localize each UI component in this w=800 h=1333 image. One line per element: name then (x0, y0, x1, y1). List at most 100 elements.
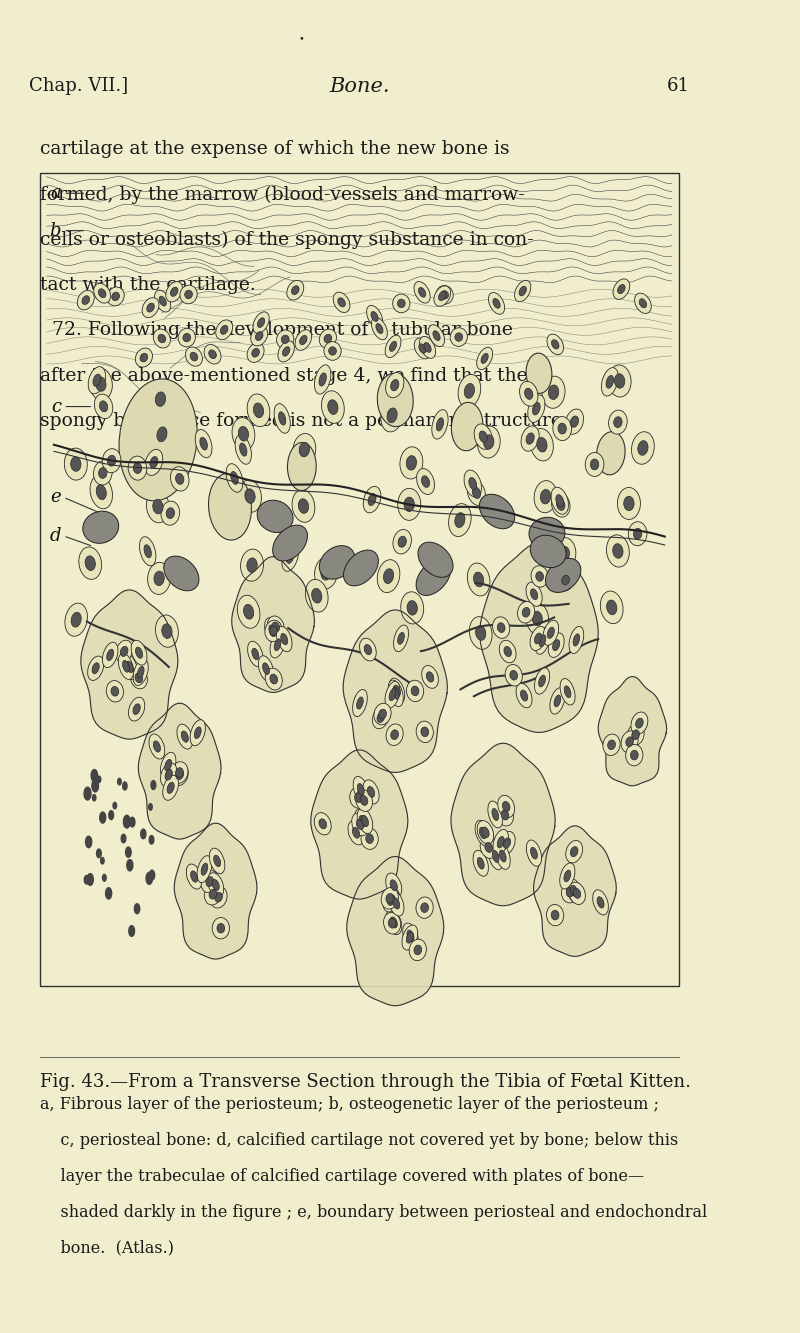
Ellipse shape (265, 620, 282, 641)
Ellipse shape (353, 689, 367, 717)
Ellipse shape (538, 674, 546, 686)
Ellipse shape (566, 409, 583, 435)
Circle shape (123, 816, 130, 828)
Ellipse shape (92, 663, 99, 673)
Ellipse shape (436, 417, 444, 431)
Text: 72. Following the development of a tubular bone: 72. Following the development of a tubul… (39, 321, 513, 340)
Ellipse shape (488, 844, 503, 869)
Ellipse shape (472, 487, 481, 499)
Ellipse shape (250, 327, 268, 345)
Ellipse shape (278, 341, 294, 363)
Ellipse shape (618, 284, 625, 293)
Ellipse shape (519, 381, 538, 407)
Circle shape (150, 836, 154, 844)
Ellipse shape (639, 299, 646, 308)
Ellipse shape (289, 537, 298, 548)
Ellipse shape (394, 625, 409, 652)
Ellipse shape (362, 816, 369, 826)
Ellipse shape (464, 384, 474, 399)
Ellipse shape (378, 709, 386, 718)
Ellipse shape (214, 892, 222, 902)
Ellipse shape (558, 423, 566, 435)
Ellipse shape (381, 888, 398, 909)
Ellipse shape (608, 365, 631, 397)
Ellipse shape (390, 917, 398, 928)
Ellipse shape (626, 737, 634, 746)
Ellipse shape (383, 569, 394, 584)
Ellipse shape (170, 467, 189, 491)
Ellipse shape (361, 828, 378, 849)
Ellipse shape (252, 648, 259, 660)
Ellipse shape (551, 493, 570, 517)
Ellipse shape (536, 572, 543, 581)
Ellipse shape (495, 842, 510, 869)
Ellipse shape (504, 647, 511, 657)
Ellipse shape (489, 292, 505, 315)
Text: formed, by the marrow (blood-vessels and marrow-: formed, by the marrow (blood-vessels and… (39, 185, 524, 204)
Ellipse shape (535, 628, 550, 655)
Ellipse shape (374, 704, 391, 725)
Ellipse shape (551, 487, 569, 515)
Ellipse shape (528, 395, 545, 423)
Ellipse shape (429, 325, 445, 347)
Ellipse shape (519, 287, 526, 296)
Ellipse shape (539, 635, 546, 647)
Ellipse shape (433, 331, 440, 340)
Ellipse shape (197, 856, 212, 882)
Ellipse shape (378, 560, 400, 593)
Ellipse shape (106, 681, 123, 702)
Ellipse shape (390, 880, 398, 890)
Ellipse shape (282, 543, 298, 572)
Ellipse shape (88, 367, 106, 393)
Ellipse shape (343, 551, 378, 587)
Ellipse shape (475, 820, 490, 845)
Ellipse shape (324, 341, 341, 360)
Ellipse shape (178, 328, 195, 347)
Ellipse shape (482, 826, 489, 837)
Ellipse shape (363, 780, 379, 804)
Circle shape (151, 781, 156, 789)
Ellipse shape (164, 556, 199, 591)
Ellipse shape (521, 427, 539, 451)
Ellipse shape (531, 565, 548, 587)
Ellipse shape (401, 592, 424, 624)
Ellipse shape (314, 365, 331, 395)
Ellipse shape (277, 627, 292, 652)
Ellipse shape (614, 373, 625, 388)
Ellipse shape (208, 873, 224, 897)
Circle shape (100, 812, 106, 822)
Ellipse shape (133, 704, 140, 714)
Ellipse shape (282, 335, 289, 344)
Ellipse shape (534, 633, 542, 644)
Circle shape (122, 782, 127, 790)
Ellipse shape (270, 627, 278, 636)
Circle shape (113, 802, 117, 809)
Ellipse shape (597, 897, 604, 908)
Ellipse shape (106, 649, 114, 661)
Ellipse shape (348, 821, 364, 845)
Ellipse shape (532, 612, 542, 625)
Polygon shape (232, 557, 314, 692)
Ellipse shape (630, 750, 638, 760)
Text: c: c (51, 397, 61, 416)
Text: a, Fibrous layer of the periosteum; b, osteogenetic layer of the periosteum ;: a, Fibrous layer of the periosteum; b, o… (39, 1096, 658, 1113)
Polygon shape (451, 744, 555, 905)
Circle shape (87, 873, 94, 885)
Ellipse shape (458, 375, 481, 408)
Ellipse shape (470, 617, 492, 649)
Ellipse shape (138, 666, 144, 678)
Ellipse shape (388, 680, 403, 706)
Ellipse shape (398, 632, 405, 644)
Ellipse shape (134, 463, 142, 473)
Text: •: • (299, 35, 305, 44)
Ellipse shape (354, 793, 362, 802)
Ellipse shape (530, 428, 554, 461)
Ellipse shape (165, 769, 172, 780)
Ellipse shape (498, 832, 515, 854)
Ellipse shape (392, 688, 399, 700)
Ellipse shape (354, 809, 370, 833)
Ellipse shape (385, 681, 400, 708)
Ellipse shape (204, 344, 221, 364)
Ellipse shape (551, 910, 559, 920)
Circle shape (129, 925, 134, 936)
